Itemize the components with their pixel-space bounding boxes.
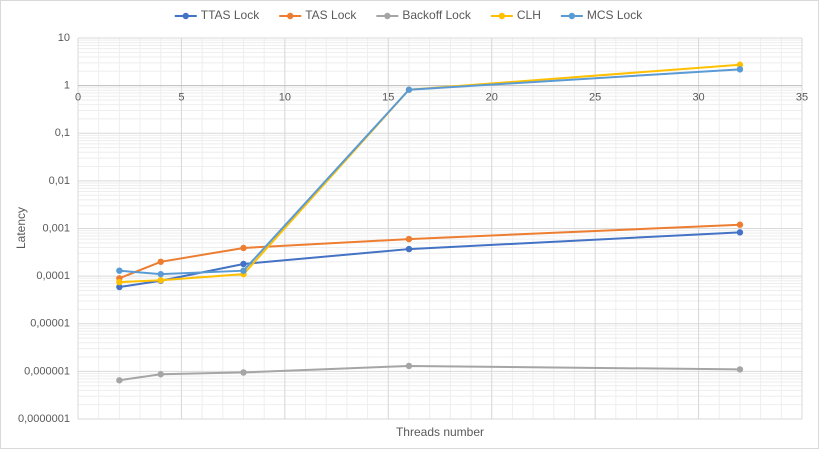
data-point xyxy=(240,369,247,376)
data-point xyxy=(240,244,247,252)
data-point xyxy=(240,260,247,268)
data-point xyxy=(736,221,744,228)
data-point xyxy=(157,371,164,378)
x-tick-label: 15 xyxy=(382,92,394,104)
data-point xyxy=(405,362,413,370)
x-tick-label: 0 xyxy=(75,92,81,104)
legend-marker xyxy=(384,12,391,20)
y-tick-label: 0,001 xyxy=(42,222,70,234)
data-point xyxy=(157,270,164,278)
data-point xyxy=(116,267,123,274)
x-tick-label: 20 xyxy=(486,92,498,104)
data-point xyxy=(157,258,164,265)
legend-label: CLH xyxy=(517,8,541,22)
legend-marker xyxy=(498,12,506,20)
y-axis-label: Latency xyxy=(14,207,28,249)
data-point xyxy=(116,283,123,291)
data-point xyxy=(736,66,744,73)
data-point xyxy=(736,229,744,236)
legend-label: TAS Lock xyxy=(305,8,357,22)
x-tick-label: 35 xyxy=(796,92,808,104)
data-point xyxy=(116,377,123,384)
y-tick-label: 0,000001 xyxy=(24,365,70,377)
x-tick-label: 5 xyxy=(178,92,184,104)
data-point xyxy=(240,267,247,274)
legend-marker xyxy=(287,12,294,20)
x-tick-label: 10 xyxy=(279,92,291,104)
y-tick-label: 0,1 xyxy=(55,127,70,139)
y-tick-label: 0,00001 xyxy=(30,318,70,330)
x-axis-label: Threads number xyxy=(396,425,484,439)
data-point xyxy=(405,245,413,253)
legend-marker xyxy=(182,12,189,20)
x-tick-label: 30 xyxy=(692,92,704,104)
y-tick-label: 0,0000001 xyxy=(18,413,70,425)
data-point xyxy=(116,278,123,286)
legend-label: TTAS Lock xyxy=(201,8,260,22)
data-point xyxy=(405,86,413,93)
legend-marker xyxy=(568,12,576,20)
data-point xyxy=(405,235,413,243)
y-tick-label: 10 xyxy=(58,32,70,44)
data-point xyxy=(157,277,164,284)
data-point xyxy=(736,61,744,68)
data-point xyxy=(736,366,744,373)
legend-label: MCS Lock xyxy=(587,8,643,22)
y-tick-label: 1 xyxy=(64,80,70,92)
y-tick-label: 0,0001 xyxy=(36,270,70,282)
y-tick-label: 0,01 xyxy=(49,175,70,187)
legend-label: Backoff Lock xyxy=(402,8,471,22)
x-tick-label: 25 xyxy=(589,92,601,104)
